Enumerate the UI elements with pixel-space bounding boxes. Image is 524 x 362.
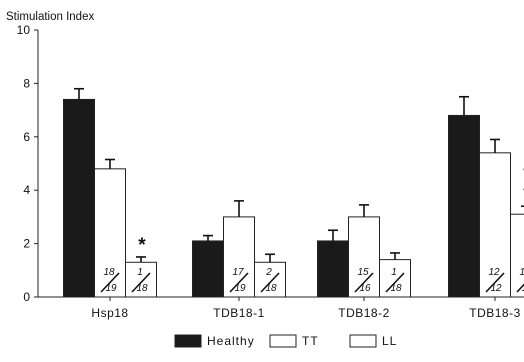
fraction-denominator: 18 xyxy=(265,283,277,294)
bar xyxy=(125,261,157,298)
fraction-slash xyxy=(229,272,249,293)
y-tick-label: 2 xyxy=(23,237,30,251)
fraction-slash xyxy=(485,272,505,293)
y-tick-label: 8 xyxy=(23,76,30,90)
fraction-denominator: 19 xyxy=(234,283,246,294)
legend-swatch xyxy=(174,334,202,348)
bar xyxy=(317,240,349,298)
bar xyxy=(479,152,511,298)
bar xyxy=(379,259,411,298)
y-tick-label: 10 xyxy=(17,23,31,37)
fraction-denominator: 16 xyxy=(359,283,371,294)
fraction-denominator: 18 xyxy=(390,283,402,294)
fraction-slash xyxy=(516,283,524,293)
bar xyxy=(94,168,126,298)
significance-star: * xyxy=(138,235,146,256)
legend-label: LL xyxy=(382,334,397,348)
fraction-numerator: 12 xyxy=(488,267,500,278)
fraction-denominator: 19 xyxy=(105,283,117,294)
bar xyxy=(192,240,224,298)
fraction-denominator: 12 xyxy=(490,283,502,294)
bar xyxy=(510,213,524,298)
fraction-slash xyxy=(100,272,120,293)
legend-label: TT xyxy=(302,334,319,348)
category-label: Hsp18 xyxy=(91,306,128,320)
y-tick-label: 0 xyxy=(23,290,30,304)
fraction-slash xyxy=(385,272,405,293)
bar xyxy=(63,98,95,298)
legend-swatch xyxy=(349,334,377,348)
fraction-denominator: 18 xyxy=(136,283,148,294)
legend-swatch xyxy=(269,334,297,348)
category-label: TDB18-2 xyxy=(338,306,390,320)
category-label: TDB18-3 xyxy=(469,306,521,320)
y-tick-label: 4 xyxy=(23,183,30,197)
fraction-denominator: 18 xyxy=(521,283,524,294)
fraction-numerator: 17 xyxy=(232,267,244,278)
axes: 0 2 4 6 8 10 Hsp18 TDB18-1 TDB18-2 TDB18-3 xyxy=(17,23,521,320)
fraction-slash xyxy=(354,272,374,293)
fraction-numerator: 1 xyxy=(137,267,143,278)
bar xyxy=(448,114,480,298)
fraction-numerator: 2 xyxy=(265,267,272,278)
y-axis-label: Stimulation Index xyxy=(6,11,94,23)
legend: Healthy TT LL xyxy=(174,334,397,348)
fraction-slash xyxy=(260,272,280,293)
bar xyxy=(254,261,286,298)
fraction-numerator: 15 xyxy=(357,267,369,278)
category-label: TDB18-1 xyxy=(213,306,265,320)
fraction-slash xyxy=(131,272,151,293)
y-tick-label: 6 xyxy=(23,130,30,144)
fraction-numerator: 18 xyxy=(103,267,115,278)
fraction-numerator: 1 xyxy=(391,267,397,278)
legend-label: Healthy xyxy=(207,334,255,348)
fraction-numerator: 18 xyxy=(519,267,524,278)
